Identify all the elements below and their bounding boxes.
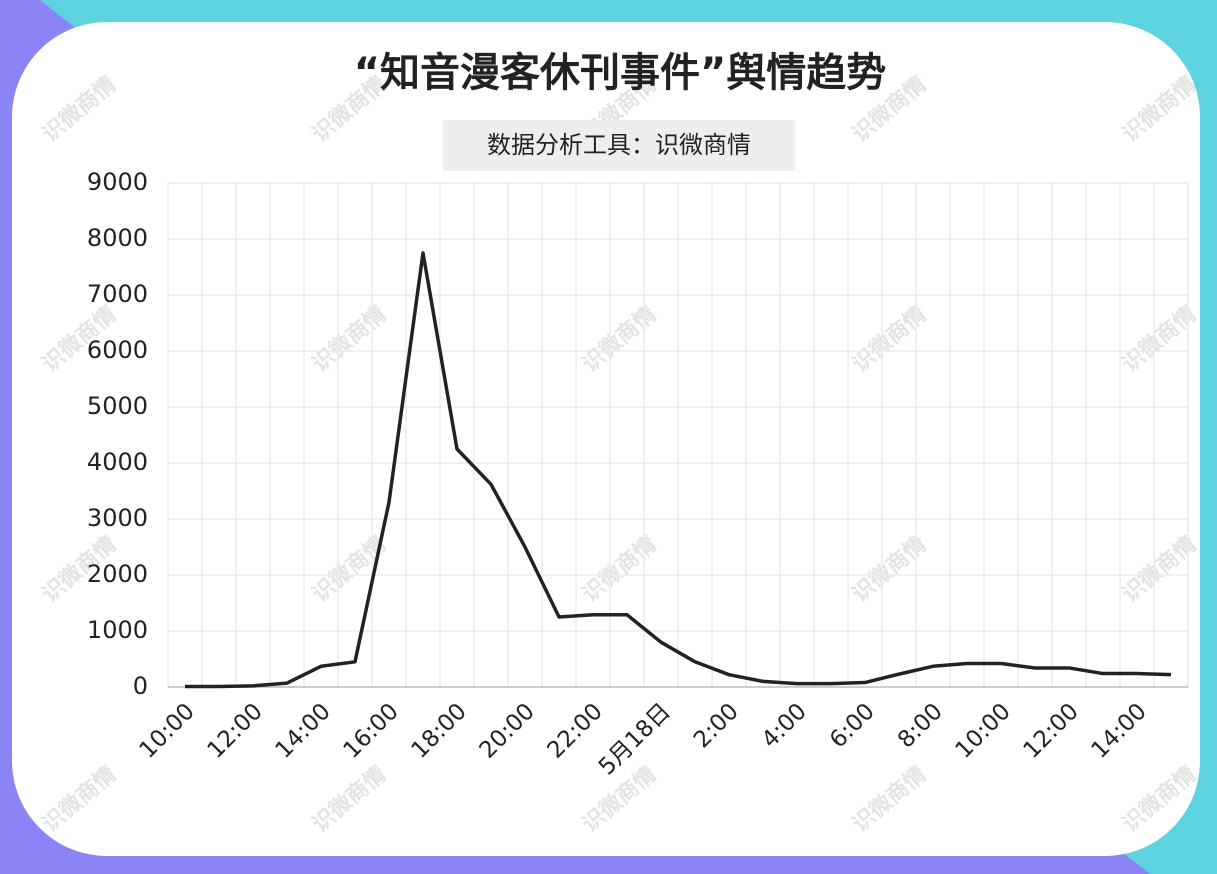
y-tick-label: 8000 <box>87 224 148 252</box>
y-tick-label: 7000 <box>87 280 148 308</box>
y-tick-label: 1000 <box>87 616 148 644</box>
card <box>12 22 1200 856</box>
y-tick-label: 2000 <box>87 560 148 588</box>
data-line <box>185 251 1172 689</box>
y-tick-label: 9000 <box>87 168 148 196</box>
chart-title: “知音漫客休刊事件”舆情趋势 <box>354 50 887 96</box>
y-tick-label: 6000 <box>87 336 148 364</box>
subtitle-box <box>443 120 795 171</box>
chart-subtitle: 数据分析工具：识微商情 <box>487 131 751 159</box>
y-tick-label: 4000 <box>87 448 148 476</box>
y-tick-label: 0 <box>133 672 148 700</box>
y-tick-label: 5000 <box>87 392 148 420</box>
y-tick-label: 3000 <box>87 504 148 532</box>
